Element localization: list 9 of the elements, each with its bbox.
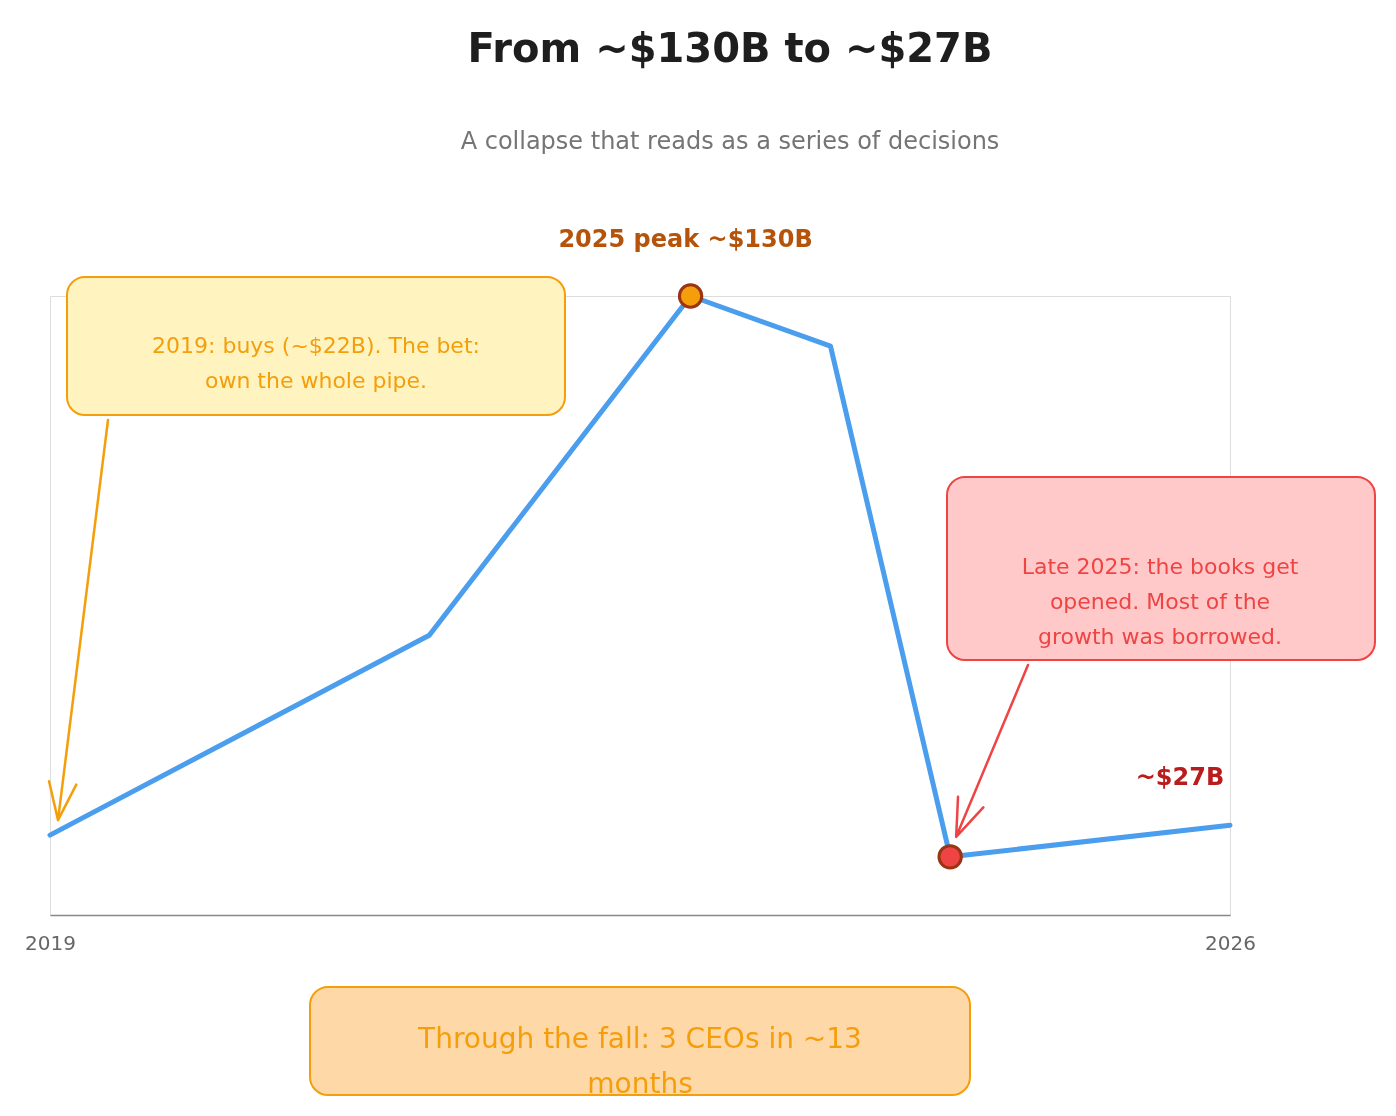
annotation: ~$27B: [1135, 763, 1225, 792]
chart-title: From ~$130B to ~$27B: [467, 25, 993, 71]
x-tick-label: 2026: [1205, 930, 1256, 955]
text: Through the fall: 3 CEOs in ~13 months: [417, 1022, 862, 1100]
annotation: 2025 peak ~$130B: [558, 225, 813, 253]
annotation: Late 2025: the books get opened. Most of the growth was borrowed.: [1021, 554, 1299, 650]
annotation: 2019: buys (~$22B). The bet: own the whole pipe.: [152, 333, 480, 394]
x-tick-label: 2019: [25, 930, 76, 955]
chart-subtitle: A collapse that reads as a series of decisions: [460, 127, 1000, 155]
